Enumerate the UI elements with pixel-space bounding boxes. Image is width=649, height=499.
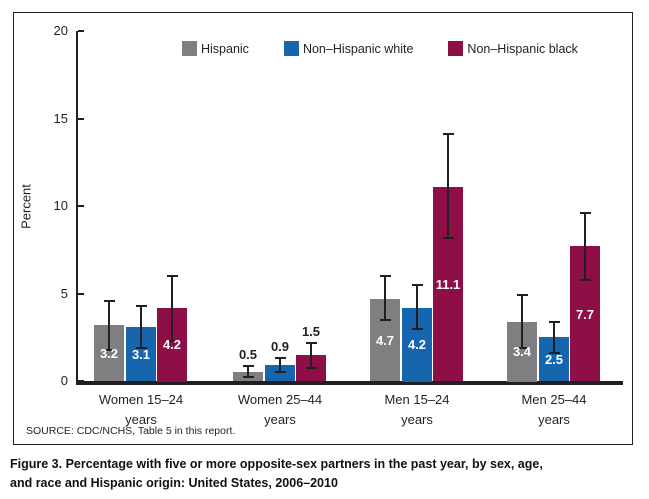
y-axis-line (76, 31, 78, 383)
value-label: 4.2 (407, 337, 427, 352)
error-bar-cap (275, 371, 286, 373)
y-tick-label: 20 (53, 23, 68, 38)
bar (265, 365, 295, 381)
error-bar-line (521, 295, 523, 348)
error-bar-cap (549, 321, 560, 323)
error-bar-cap (443, 133, 454, 135)
value-label: 0.5 (238, 347, 258, 362)
error-bar-cap (275, 357, 286, 359)
plot-area: 0 5 10 15 20 3.2 0.5 4.7 3.4 3.1 0.9 4.2 2.5 4.2 1.5 11… (14, 13, 632, 444)
figure-caption: Figure 3. Percentage with five or more o… (10, 455, 642, 493)
error-bar-cap (306, 342, 317, 344)
error-bar-line (310, 343, 312, 368)
legend-item-non-hispanic-black: Non–Hispanic black (448, 41, 578, 56)
value-label: 4.7 (375, 333, 395, 348)
error-bar-cap (549, 352, 560, 354)
y-tick-mark (78, 205, 84, 207)
error-bar-line (584, 213, 586, 280)
error-bar-line (447, 134, 449, 237)
error-bar-line (171, 276, 173, 341)
y-tick-mark (78, 380, 84, 382)
error-bar-cap (243, 365, 254, 367)
error-bar-cap (104, 349, 115, 351)
caption-line2: and race and Hispanic origin: United Sta… (10, 476, 338, 490)
x-category-label: Women 15–24 years (98, 392, 184, 427)
y-tick-mark (78, 293, 84, 295)
legend-swatch-hispanic (182, 41, 197, 56)
value-label: 2.5 (544, 352, 564, 367)
error-bar-cap (306, 367, 317, 369)
value-label: 7.7 (575, 307, 595, 322)
error-bar-cap (243, 376, 254, 378)
legend-label-non-hispanic-black: Non–Hispanic black (467, 41, 578, 56)
value-label: 3.1 (131, 347, 151, 362)
error-bar-line (247, 366, 249, 377)
error-bar-cap (380, 319, 391, 321)
y-tick-label: 15 (53, 111, 68, 126)
legend-item-non-hispanic-white: Non–Hispanic white (283, 41, 414, 56)
error-bar-cap (167, 340, 178, 342)
legend-swatch-non-hispanic-white (283, 41, 299, 56)
error-bar-cap (412, 284, 423, 286)
value-label: 3.2 (99, 346, 119, 361)
value-label: 4.2 (162, 337, 182, 352)
error-bar-line (553, 322, 555, 354)
error-bar-cap (380, 275, 391, 277)
error-bar-cap (136, 347, 147, 349)
error-bar-line (108, 301, 110, 350)
y-tick-mark (78, 30, 84, 32)
chart-panel: 0 5 10 15 20 3.2 0.5 4.7 3.4 3.1 0.9 4.2 2.5 4.2 1.5 11… (13, 12, 633, 445)
error-bar-cap (580, 212, 591, 214)
x-axis-line (76, 381, 623, 385)
source-note: SOURCE: CDC/NCHS, Table 5 in this report… (26, 425, 236, 437)
error-bar-cap (580, 279, 591, 281)
error-bar-line (384, 276, 386, 320)
x-category-label: Men 25–44 years (521, 392, 587, 427)
value-label: 11.1 (435, 277, 461, 292)
y-tick-mark (78, 118, 84, 120)
legend-swatch-non-hispanic-black (448, 41, 464, 56)
error-bar-cap (517, 347, 528, 349)
error-bar-line (416, 285, 418, 329)
value-label: 0.9 (270, 339, 290, 354)
legend-label-hispanic: Hispanic (201, 41, 249, 56)
error-bar-line (140, 306, 142, 348)
legend: Hispanic Non–Hispanic white Non–Hispanic… (182, 41, 578, 56)
legend-label-non-hispanic-white: Non–Hispanic white (302, 41, 414, 56)
legend-item-hispanic: Hispanic (182, 41, 249, 56)
error-bar-cap (443, 237, 454, 239)
error-bar-cap (167, 275, 178, 277)
error-bar-line (279, 358, 281, 372)
y-tick-label: 0 (60, 373, 68, 388)
x-category-label: Men 15–24 years (384, 392, 450, 427)
caption-line1: Figure 3. Percentage with five or more o… (10, 457, 543, 471)
value-label: 3.4 (512, 344, 532, 359)
y-axis-title: Percent (18, 184, 34, 229)
error-bar-cap (517, 294, 528, 296)
y-tick-label: 10 (53, 198, 68, 213)
y-tick-label: 5 (60, 286, 68, 301)
error-bar-cap (136, 305, 147, 307)
error-bar-cap (104, 300, 115, 302)
value-label: 1.5 (301, 324, 321, 339)
error-bar-cap (412, 328, 423, 330)
x-category-label: Women 25–44 years (237, 392, 323, 427)
